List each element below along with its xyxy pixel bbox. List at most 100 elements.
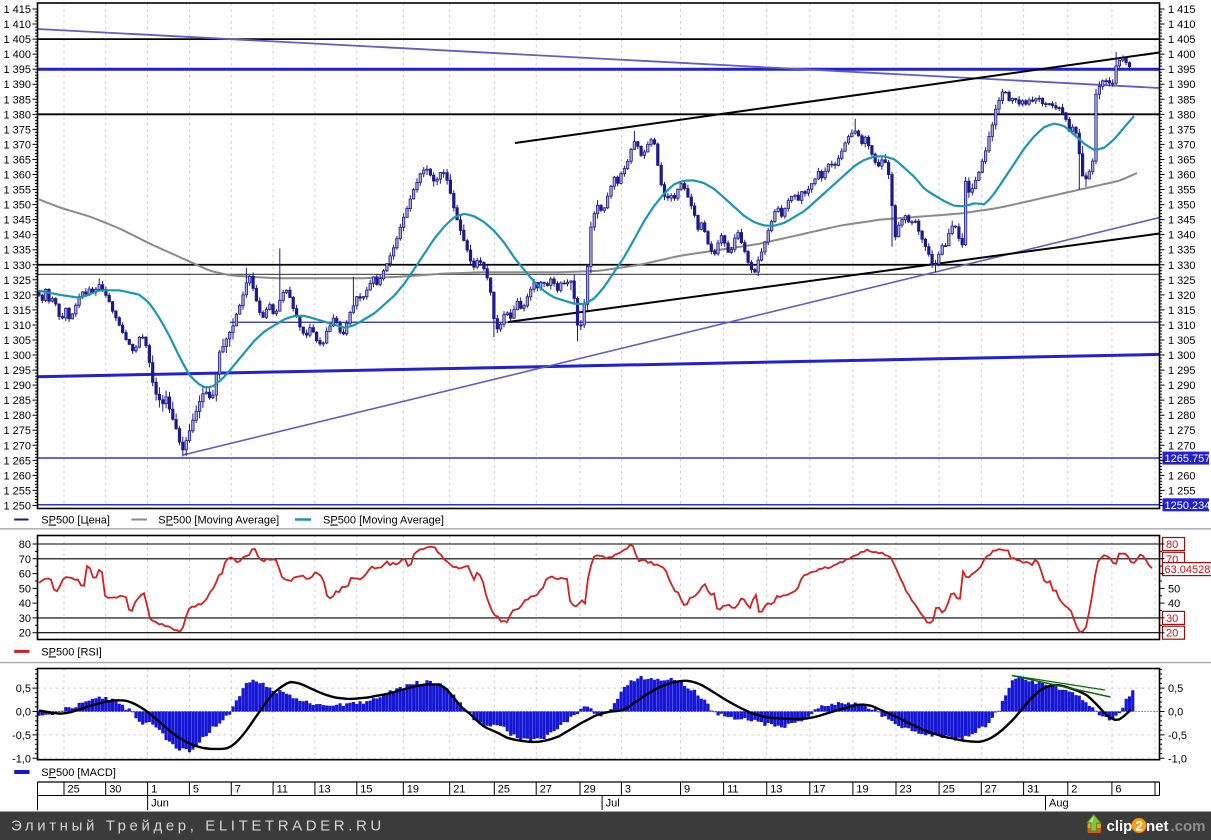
svg-text:1 390: 1 390	[3, 79, 31, 91]
svg-text:1 385: 1 385	[3, 94, 31, 106]
svg-text:1 415: 1 415	[3, 4, 31, 16]
svg-text:5: 5	[193, 784, 199, 796]
svg-text:1 295: 1 295	[3, 365, 31, 377]
svg-text:1 300: 1 300	[3, 350, 31, 362]
svg-text:1 365: 1 365	[1168, 155, 1196, 167]
svg-text:1 255: 1 255	[3, 485, 31, 497]
svg-text:0,5: 0,5	[1168, 683, 1183, 695]
svg-text:30: 30	[19, 613, 31, 625]
svg-text:net: net	[1146, 818, 1169, 835]
svg-text:1 380: 1 380	[1168, 109, 1196, 121]
svg-text:1 290: 1 290	[1168, 380, 1196, 392]
svg-text:50: 50	[1168, 583, 1180, 595]
svg-text:Aug: Aug	[1049, 798, 1069, 810]
svg-text:1 340: 1 340	[3, 230, 31, 242]
svg-text:1 310: 1 310	[3, 320, 31, 332]
svg-text:1 340: 1 340	[1168, 230, 1196, 242]
svg-text:9: 9	[684, 784, 690, 796]
svg-text:27: 27	[985, 784, 997, 796]
svg-text:1 380: 1 380	[3, 109, 31, 121]
svg-text:1 370: 1 370	[1168, 139, 1196, 151]
svg-text:1 370: 1 370	[3, 139, 31, 151]
svg-text:1 400: 1 400	[1168, 49, 1196, 61]
svg-text:1 350: 1 350	[3, 200, 31, 212]
svg-text:Jun: Jun	[151, 798, 169, 810]
svg-text:31: 31	[1027, 784, 1039, 796]
svg-text:25: 25	[498, 784, 510, 796]
svg-text:30: 30	[1166, 613, 1178, 625]
svg-text:1 400: 1 400	[3, 49, 31, 61]
svg-text:1 390: 1 390	[1168, 79, 1196, 91]
svg-text:0,5: 0,5	[16, 683, 31, 695]
svg-text:1 280: 1 280	[3, 410, 31, 422]
svg-text:1 320: 1 320	[3, 290, 31, 302]
svg-text:1 295: 1 295	[1168, 365, 1196, 377]
svg-text:clip: clip	[1107, 818, 1133, 835]
svg-text:21: 21	[453, 784, 465, 796]
svg-text:23: 23	[900, 784, 912, 796]
svg-text:0,0: 0,0	[1168, 707, 1183, 719]
svg-text:1 395: 1 395	[3, 64, 31, 76]
svg-text:1 290: 1 290	[3, 380, 31, 392]
svg-text:1 355: 1 355	[1168, 185, 1196, 197]
svg-text:1 265: 1 265	[3, 455, 31, 467]
svg-text:27: 27	[540, 784, 552, 796]
svg-text:70: 70	[19, 554, 31, 566]
svg-text:17: 17	[813, 784, 825, 796]
svg-text:1 395: 1 395	[1168, 64, 1196, 76]
svg-text:13: 13	[770, 784, 782, 796]
svg-text:1265.757: 1265.757	[1165, 453, 1211, 465]
svg-text:1 410: 1 410	[3, 19, 31, 31]
svg-text:1 315: 1 315	[1168, 305, 1196, 317]
svg-text:80: 80	[1166, 539, 1178, 551]
svg-text:29: 29	[584, 784, 596, 796]
svg-text:3: 3	[625, 784, 631, 796]
svg-text:0,0: 0,0	[16, 707, 31, 719]
svg-text:1 285: 1 285	[1168, 395, 1196, 407]
svg-text:1 410: 1 410	[1168, 19, 1196, 31]
svg-text:1 360: 1 360	[3, 170, 31, 182]
svg-text:1 275: 1 275	[3, 425, 31, 437]
svg-text:1 305: 1 305	[3, 335, 31, 347]
svg-text:1 250: 1 250	[3, 501, 31, 513]
svg-text:Элитный Трейдер, ELITETRADER.R: Элитный Трейдер, ELITETRADER.RU	[11, 818, 385, 835]
svg-text:40: 40	[19, 598, 31, 610]
svg-text:1 270: 1 270	[1168, 440, 1196, 452]
svg-text:15: 15	[360, 784, 372, 796]
svg-text:20: 20	[19, 628, 31, 640]
svg-text:1 325: 1 325	[3, 275, 31, 287]
svg-text:1 270: 1 270	[3, 440, 31, 452]
svg-text:60: 60	[19, 569, 31, 581]
svg-text:20: 20	[1166, 628, 1178, 640]
svg-text:1 330: 1 330	[3, 260, 31, 272]
svg-text:1 375: 1 375	[3, 124, 31, 136]
svg-text:-1,0: -1,0	[1168, 753, 1187, 765]
svg-text:1 275: 1 275	[1168, 425, 1196, 437]
svg-text:1 405: 1 405	[3, 34, 31, 46]
svg-text:1 325: 1 325	[1168, 275, 1196, 287]
svg-text:1 285: 1 285	[3, 395, 31, 407]
svg-text:1 365: 1 365	[3, 155, 31, 167]
svg-text:7: 7	[235, 784, 241, 796]
svg-text:1 350: 1 350	[1168, 200, 1196, 212]
svg-text:1 315: 1 315	[3, 305, 31, 317]
svg-text:1 385: 1 385	[1168, 94, 1196, 106]
svg-text:19: 19	[407, 784, 419, 796]
svg-text:1 320: 1 320	[1168, 290, 1196, 302]
svg-text:.com: .com	[1171, 818, 1206, 835]
svg-text:1 260: 1 260	[1168, 470, 1196, 482]
svg-text:1 330: 1 330	[1168, 260, 1196, 272]
svg-text:11: 11	[277, 784, 288, 796]
svg-text:1 335: 1 335	[3, 245, 31, 257]
svg-text:25: 25	[68, 784, 80, 796]
svg-text:11: 11	[727, 784, 738, 796]
svg-text:1 310: 1 310	[1168, 320, 1196, 332]
svg-text:1 345: 1 345	[1168, 215, 1196, 227]
svg-text:SP500 [Moving Average]: SP500 [Moving Average]	[158, 515, 279, 527]
svg-text:1 280: 1 280	[1168, 410, 1196, 422]
svg-text:80: 80	[19, 539, 31, 551]
svg-text:2: 2	[1135, 819, 1143, 834]
svg-text:-0,5: -0,5	[1168, 730, 1187, 742]
svg-text:1 355: 1 355	[3, 185, 31, 197]
svg-text:SP500 [Moving Average]: SP500 [Moving Average]	[323, 515, 444, 527]
